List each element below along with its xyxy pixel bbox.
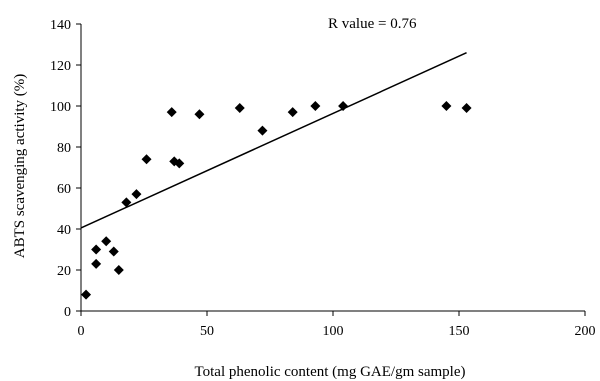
data-point — [310, 101, 321, 111]
x-tick-label: 200 — [575, 324, 596, 339]
data-point — [81, 289, 92, 300]
data-points — [81, 101, 472, 300]
x-tick-label: 50 — [200, 324, 214, 339]
data-point — [101, 236, 112, 247]
data-point — [194, 109, 205, 120]
data-point — [166, 107, 177, 118]
y-tick-label: 0 — [64, 305, 71, 320]
y-tick-label: 100 — [50, 100, 71, 115]
y-axis-ticks: 0 20 40 60 80 100 120 140 — [50, 18, 81, 320]
data-point — [234, 103, 245, 114]
data-point — [174, 158, 185, 169]
data-point — [131, 189, 142, 200]
data-point — [338, 101, 349, 111]
x-tick-label: 100 — [323, 324, 344, 339]
trend-line — [80, 52, 467, 229]
data-point — [141, 154, 152, 165]
data-point — [91, 244, 102, 255]
data-point — [113, 265, 124, 275]
y-tick-label: 40 — [57, 223, 71, 238]
data-point — [461, 103, 472, 114]
y-tick-label: 20 — [57, 264, 71, 279]
y-tick-label: 140 — [50, 18, 71, 33]
data-point — [441, 101, 452, 111]
data-point — [91, 258, 102, 269]
y-tick-label: 60 — [57, 182, 71, 197]
data-point — [257, 125, 268, 136]
y-tick-label: 80 — [57, 141, 71, 156]
x-axis-ticks: 0 50 100 150 200 — [78, 311, 596, 339]
r-value-annotation: R value = 0.76 — [328, 16, 417, 32]
data-point — [287, 107, 298, 118]
x-tick-label: 0 — [78, 324, 85, 339]
data-point — [121, 197, 132, 208]
y-axis-title: ABTS scavenging activity (%) — [12, 74, 28, 259]
x-tick-label: 150 — [449, 324, 470, 339]
y-tick-label: 120 — [50, 59, 71, 74]
x-axis-title: Total phenolic content (mg GAE/gm sample… — [195, 364, 466, 380]
data-point — [108, 246, 119, 257]
